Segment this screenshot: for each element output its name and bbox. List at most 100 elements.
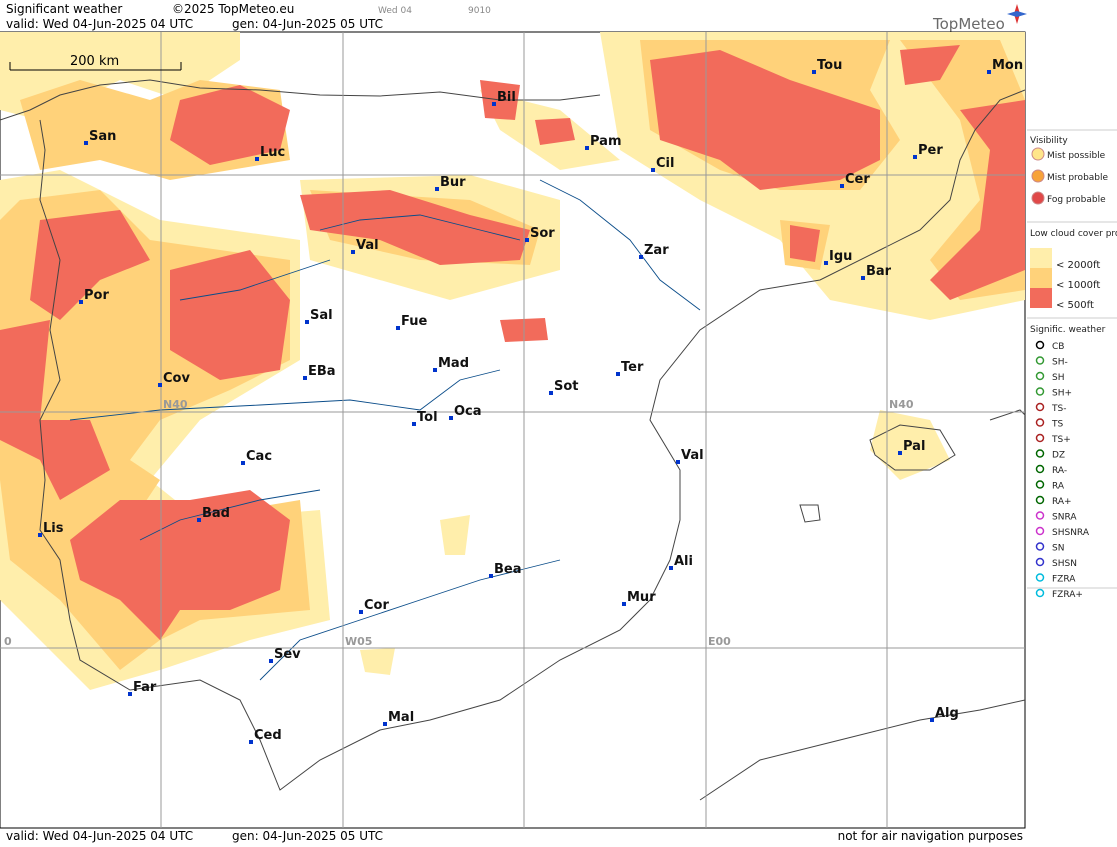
legend-label: < 1000ft <box>1056 280 1100 291</box>
city-marker <box>351 250 355 254</box>
legend-label: SH <box>1052 373 1064 383</box>
legend-label: DZ <box>1052 451 1065 461</box>
city-marker <box>269 659 273 663</box>
city-label: Cil <box>656 156 674 171</box>
city-label: Ter <box>621 360 644 375</box>
valid: valid: Wed 04-Jun-2025 04 UTC <box>6 17 193 31</box>
legend-label: CB <box>1052 342 1064 352</box>
legend-label: Mist probable <box>1047 173 1109 183</box>
city-label: Bil <box>497 90 516 105</box>
city-marker <box>255 157 259 161</box>
city-label: Cac <box>246 449 272 464</box>
city-marker <box>396 326 400 330</box>
city-label: Sev <box>274 647 301 662</box>
legend-symbol <box>1035 573 1045 582</box>
city-marker <box>492 102 496 106</box>
city-marker <box>585 146 589 150</box>
city-marker <box>676 460 680 464</box>
city-marker <box>38 533 42 537</box>
legend-symbol <box>1035 542 1045 551</box>
city-label: Por <box>84 288 109 303</box>
scale-bar: 200 km <box>9 54 182 71</box>
city-label: Cer <box>845 172 870 187</box>
city-marker <box>449 416 453 420</box>
city-marker <box>987 70 991 74</box>
legend-label: TS+ <box>1051 435 1071 445</box>
legend-label: SNRA <box>1052 513 1077 523</box>
city-label: Bur <box>440 175 466 190</box>
city-marker <box>930 718 934 722</box>
city-marker <box>303 376 307 380</box>
logo <box>1007 4 1027 24</box>
legend-label: SHSNRA <box>1052 528 1090 538</box>
legend-label: SHSN <box>1052 559 1077 569</box>
rivers <box>69 179 701 681</box>
city-label: Zar <box>644 243 669 258</box>
legend-symbol <box>1035 480 1045 489</box>
city-marker <box>412 422 416 426</box>
legend-symbol <box>1035 526 1045 536</box>
city-marker <box>898 451 902 455</box>
city-marker <box>622 602 626 606</box>
city-marker <box>383 722 387 726</box>
legend-title: Low cloud cover probable <box>1030 229 1117 239</box>
legend-symbol <box>1035 557 1045 567</box>
city-marker <box>359 610 363 614</box>
footer-valid: valid: Wed 04-Jun-2025 04 UTC <box>6 829 193 843</box>
footer-generated: gen: 04-Jun-2025 05 UTC <box>232 829 383 843</box>
legend-symbol <box>1031 191 1045 205</box>
code: 9010 <box>468 6 491 16</box>
legend-label: Mist possible <box>1047 151 1106 161</box>
brand: TopMeteo <box>932 15 1005 33</box>
header-bar <box>0 0 1117 32</box>
grid-label: N40 <box>889 398 914 411</box>
city-label: Mal <box>388 710 414 725</box>
city-label: Sot <box>554 379 579 394</box>
legend-title: Visibility <box>1030 136 1068 146</box>
legend-label: TS <box>1051 420 1063 430</box>
city-marker <box>249 740 253 744</box>
city-label: Ali <box>674 554 693 569</box>
city-label: Lis <box>43 521 64 536</box>
grid-label: N40 <box>163 398 188 411</box>
coastline <box>0 79 1026 801</box>
legend-symbol <box>1031 169 1045 183</box>
city-marker <box>435 187 439 191</box>
legend-label: TS- <box>1051 404 1066 414</box>
legend-symbol <box>1031 147 1045 161</box>
legend-label: FZRA+ <box>1052 590 1083 600</box>
legend-symbol <box>1035 387 1045 396</box>
city-label: Tou <box>817 58 842 73</box>
city-marker <box>79 300 83 304</box>
weather-areas <box>0 32 1025 690</box>
legend-symbol <box>1035 588 1045 598</box>
city-marker <box>616 372 620 376</box>
legend-symbol <box>1035 495 1045 505</box>
disclaimer: not for air navigation purposes <box>838 829 1023 843</box>
legend-symbol <box>1035 433 1045 443</box>
city-label: Ced <box>254 728 282 743</box>
city-marker <box>549 391 553 395</box>
graticule <box>0 32 1025 828</box>
city-label: Tol <box>417 410 438 425</box>
grid-label: 0 <box>4 635 12 648</box>
copyright: ©2025 TopMeteo.eu <box>172 2 294 16</box>
legend-symbol <box>1035 340 1045 350</box>
generated: gen: 04-Jun-2025 05 UTC <box>232 17 383 31</box>
city-label: Alg <box>935 706 959 721</box>
legend-symbol <box>1035 371 1045 381</box>
city-label: Sor <box>530 226 555 241</box>
city-label: Mur <box>627 590 656 605</box>
legend-symbol <box>1035 418 1045 427</box>
scale-label: 200 km <box>70 54 119 69</box>
city-marker <box>197 518 201 522</box>
legend-label: SH+ <box>1052 389 1072 399</box>
legend-symbol <box>1035 464 1045 474</box>
city-marker <box>489 574 493 578</box>
city-marker <box>812 70 816 74</box>
city-label: Val <box>681 448 704 463</box>
city-label: Cov <box>163 371 190 386</box>
city-label: Cor <box>364 598 389 613</box>
